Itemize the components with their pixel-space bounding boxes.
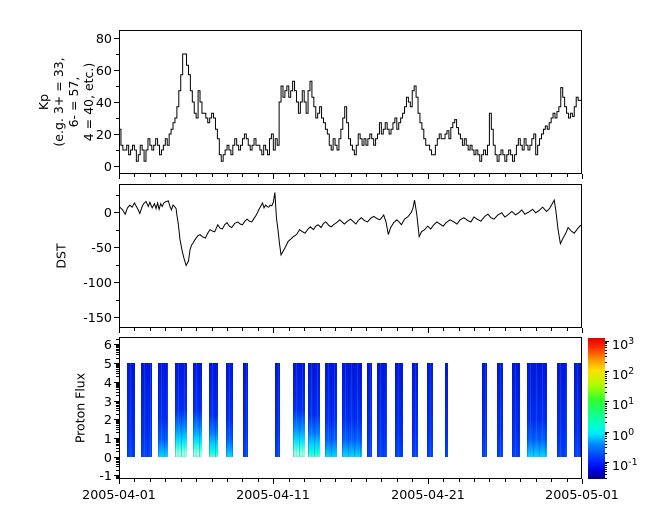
proton-flux-bar [274,363,281,457]
proton-flux-bar [157,363,169,457]
y-tick-label: 20 [95,127,112,142]
proton-flux-bar [366,363,372,457]
y-tick-label: -150 [83,310,112,325]
colorbar [588,337,605,479]
y-tick-label: 40 [95,95,112,110]
proton-flux-bar [395,363,404,457]
y-tick-label: 2 [103,412,112,427]
proton-flux-bar [526,363,547,457]
y-tick-label: 5 [103,356,112,371]
proton-flux-bar [426,363,434,457]
colorbar-tick-label: 102 [612,366,635,383]
colorbar-tick-label: 103 [612,336,635,353]
proton-flux-bar [445,363,449,457]
y-tick-label: 60 [95,63,112,78]
proton-flux-bar [325,363,337,457]
proton-flux-bar [293,363,305,457]
proton-flux-bar [208,363,219,457]
y-tick-label: -1 [99,468,112,483]
colorbar-tick-label: 10-1 [612,457,638,474]
proton-flux-bar [556,363,567,457]
proton-flux-bar [481,363,488,457]
proton-flux-bar [226,363,234,457]
y-tick-label: 0 [103,159,112,174]
proton-flux-bar [511,363,521,457]
proton-flux-bar [496,363,504,457]
y-tick-label: 0 [103,205,112,220]
colorbar-tick-label: 100 [612,427,635,444]
proton-flux-bar [243,363,248,457]
x-tick-label-2005-04-21: 2005-04-21 [391,487,465,502]
dst-line [118,192,583,267]
proton-flux-bar [126,363,136,457]
proton-flux-bar [341,363,362,457]
y-tick-label: 6 [103,337,112,352]
proton-flux-bar [174,363,187,457]
x-tick-label-2005-04-11: 2005-04-11 [236,487,310,502]
proton-flux-bar [573,363,582,457]
proton-flux-bar [141,363,153,457]
kp-line [119,53,582,162]
y-tick-label: 4 [103,375,112,390]
y-tick-label: 0 [103,450,112,465]
proton-flux-bar [308,363,321,457]
y-tick-label: -100 [83,275,112,290]
x-tick-label-2005-04-01: 2005-04-01 [82,487,156,502]
colorbar-tick-label: 101 [612,396,635,413]
proton-flux-bar [411,363,419,457]
proton-flux-bar [376,363,387,457]
x-tick-label-2005-05-01: 2005-05-01 [545,487,619,502]
proton-flux-bar [192,363,203,457]
y-tick-label: -50 [91,240,112,255]
y-tick-label: 3 [103,394,112,409]
y-tick-label: 80 [95,31,112,46]
y-tick-label: 1 [103,431,112,446]
